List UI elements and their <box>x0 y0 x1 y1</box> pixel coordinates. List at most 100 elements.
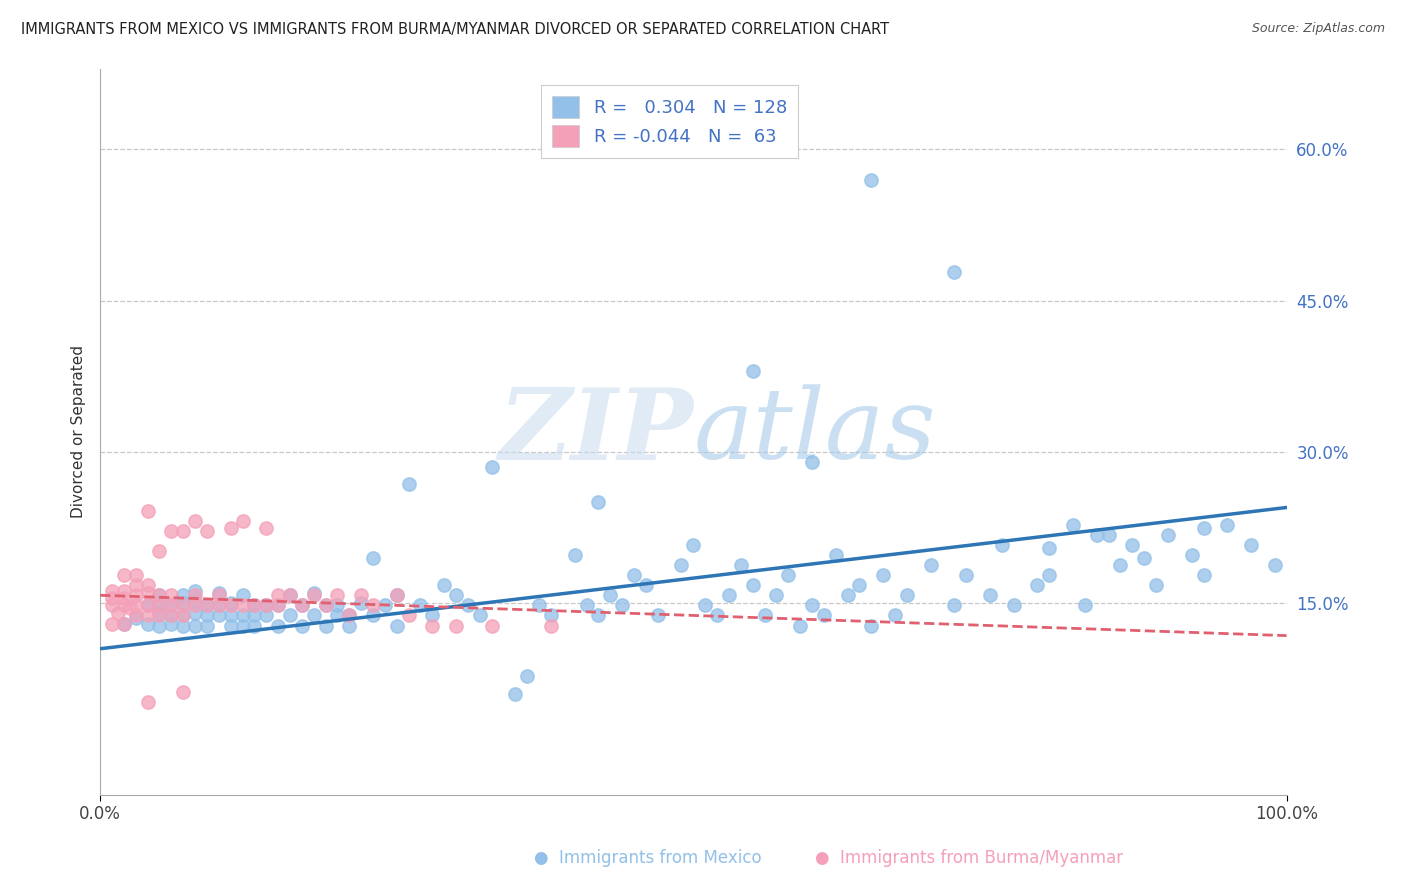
Point <box>350 588 373 602</box>
Point <box>612 599 634 613</box>
Point <box>1144 578 1167 592</box>
Point <box>195 524 218 538</box>
Point <box>160 599 183 613</box>
Point <box>979 588 1001 602</box>
Point <box>184 588 207 602</box>
Point <box>101 599 124 613</box>
Legend: R =   0.304   N = 128, R = -0.044   N =  63: R = 0.304 N = 128, R = -0.044 N = 63 <box>541 85 797 158</box>
Point <box>219 608 242 623</box>
Point <box>148 608 170 623</box>
Point <box>741 364 763 378</box>
Text: ●  Immigrants from Mexico: ● Immigrants from Mexico <box>534 849 762 867</box>
Point <box>943 599 966 613</box>
Point <box>420 608 443 623</box>
Point <box>872 568 894 582</box>
Point <box>172 618 194 632</box>
Point <box>671 558 693 572</box>
Point <box>505 687 527 701</box>
Point <box>148 599 170 613</box>
Point <box>107 607 129 621</box>
Point <box>267 618 290 632</box>
Point <box>101 584 124 599</box>
Point <box>623 568 645 582</box>
Point <box>801 455 824 469</box>
Y-axis label: Divorced or Separated: Divorced or Separated <box>72 345 86 518</box>
Point <box>444 618 467 632</box>
Point <box>647 608 669 623</box>
Point <box>160 524 183 538</box>
Point <box>136 695 159 709</box>
Point <box>160 608 183 623</box>
Point <box>254 599 277 613</box>
Point <box>160 588 183 602</box>
Point <box>801 599 824 613</box>
Point <box>208 608 231 623</box>
Point <box>896 588 918 602</box>
Point <box>136 608 159 623</box>
Point <box>1038 568 1060 582</box>
Point <box>955 568 977 582</box>
Point <box>409 599 432 613</box>
Point <box>337 618 360 632</box>
Point <box>361 550 384 565</box>
Point <box>884 608 907 623</box>
Point <box>516 669 538 683</box>
Point <box>125 568 148 582</box>
Point <box>112 584 135 599</box>
Point <box>195 599 218 613</box>
Point <box>398 477 420 491</box>
Point <box>326 608 349 623</box>
Point <box>184 618 207 632</box>
Point <box>588 608 610 623</box>
Point <box>920 558 942 572</box>
Point <box>278 588 301 602</box>
Point <box>385 618 408 632</box>
Point <box>208 586 231 600</box>
Point <box>1121 538 1143 552</box>
Text: atlas: atlas <box>693 384 936 479</box>
Point <box>789 618 811 632</box>
Point <box>231 608 253 623</box>
Point <box>278 608 301 623</box>
Point <box>1157 527 1180 541</box>
Point <box>848 578 870 592</box>
Point <box>125 608 148 623</box>
Point <box>291 599 314 613</box>
Point <box>385 588 408 602</box>
Point <box>184 599 207 613</box>
Point <box>231 618 253 632</box>
Point <box>1085 527 1108 541</box>
Point <box>778 568 800 582</box>
Point <box>824 548 846 562</box>
Point <box>184 607 207 621</box>
Point <box>254 608 277 623</box>
Point <box>315 618 337 632</box>
Point <box>148 607 170 621</box>
Point <box>398 608 420 623</box>
Point <box>231 588 253 602</box>
Point <box>991 538 1014 552</box>
Point <box>160 599 183 613</box>
Point <box>195 608 218 623</box>
Point <box>125 588 148 602</box>
Point <box>717 588 740 602</box>
Point <box>765 588 787 602</box>
Point <box>231 599 253 613</box>
Point <box>444 588 467 602</box>
Point <box>125 599 148 613</box>
Point <box>184 594 207 608</box>
Point <box>112 591 135 606</box>
Point <box>302 586 325 600</box>
Point <box>136 578 159 592</box>
Point <box>302 608 325 623</box>
Point <box>231 514 253 528</box>
Text: ZIP: ZIP <box>498 384 693 480</box>
Point <box>243 618 266 632</box>
Point <box>860 618 883 632</box>
Point <box>588 495 610 509</box>
Point <box>337 608 360 623</box>
Point <box>1026 578 1049 592</box>
Point <box>706 608 728 623</box>
Point <box>540 608 562 623</box>
Point <box>1192 521 1215 535</box>
